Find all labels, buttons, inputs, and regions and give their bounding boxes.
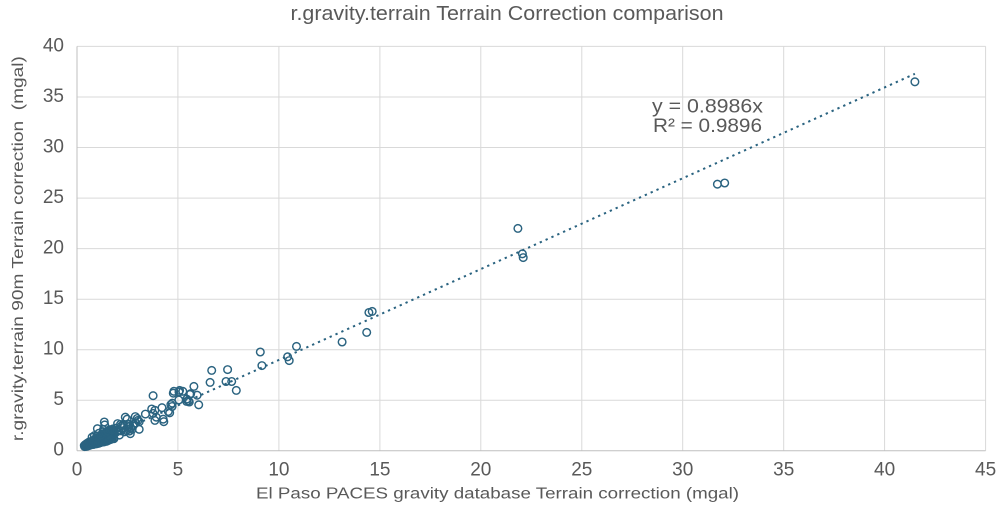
svg-text:30: 30: [672, 459, 693, 480]
svg-text:20: 20: [43, 238, 64, 259]
svg-text:r.gravity.terrain Terrain Corr: r.gravity.terrain Terrain Correction com…: [291, 3, 724, 25]
svg-text:40: 40: [43, 35, 64, 56]
svg-text:35: 35: [43, 86, 64, 107]
svg-text:25: 25: [43, 187, 64, 208]
svg-text:25: 25: [571, 459, 592, 480]
svg-text:r.gravity.terrain 90m Terrain: r.gravity.terrain 90m Terrain correction…: [10, 56, 27, 441]
svg-text:20: 20: [470, 459, 491, 480]
svg-text:30: 30: [43, 136, 64, 157]
svg-text:y = 0.8986x: y = 0.8986x: [652, 96, 764, 117]
svg-text:0: 0: [72, 459, 83, 480]
svg-text:10: 10: [268, 459, 289, 480]
svg-text:45: 45: [975, 459, 996, 480]
svg-text:40: 40: [874, 459, 895, 480]
svg-text:0: 0: [53, 440, 64, 461]
svg-text:El Paso PACES gravity database: El Paso PACES gravity database Terrain c…: [256, 485, 739, 502]
svg-text:10: 10: [43, 339, 64, 360]
svg-text:35: 35: [773, 459, 794, 480]
svg-text:15: 15: [43, 288, 64, 309]
svg-text:5: 5: [53, 389, 64, 410]
svg-text:R² = 0.9896: R² = 0.9896: [653, 116, 762, 137]
svg-text:15: 15: [369, 459, 390, 480]
svg-text:5: 5: [173, 459, 184, 480]
